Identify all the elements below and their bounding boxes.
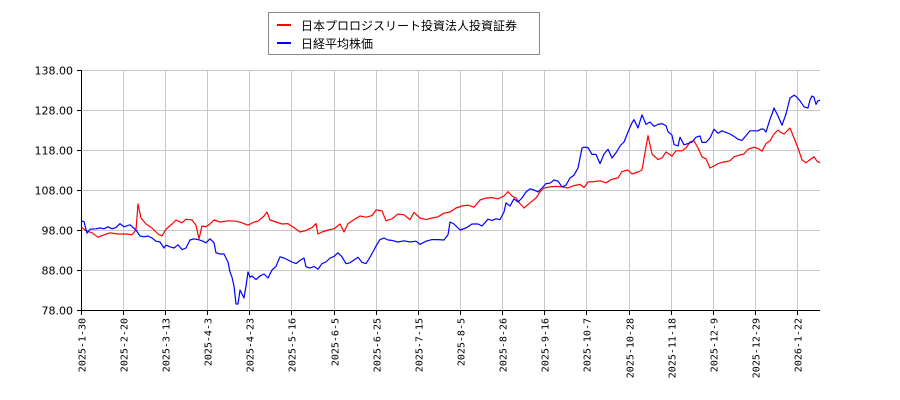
x-tick-label: 2025-8-26 xyxy=(499,318,510,372)
red-line-swatch-icon xyxy=(277,24,291,26)
series-lines xyxy=(80,94,821,305)
x-tick-label: 2025-10-28 xyxy=(626,318,637,378)
y-tick-label: 88.00 xyxy=(42,265,74,278)
legend: 日本プロロジスリート投資法人投資証券 日経平均株価 xyxy=(268,12,540,55)
x-tick-label: 2025-3-13 xyxy=(162,318,173,372)
y-tick-label: 118.00 xyxy=(35,145,74,158)
y-tick-label: 108.00 xyxy=(35,185,74,198)
y-tick-label: 78.00 xyxy=(42,305,74,318)
y-tick-label: 138.00 xyxy=(35,65,74,78)
x-tick-label: 2026-1-22 xyxy=(794,318,805,372)
x-tick-label: 2025-7-15 xyxy=(415,318,426,372)
x-tick-label: 2025-12-29 xyxy=(752,318,763,378)
y-tick-label: 98.00 xyxy=(42,225,74,238)
x-tick-label: 2025-9-16 xyxy=(541,318,552,372)
x-tick-label: 2025-4-23 xyxy=(246,318,257,372)
x-tick-label: 2025-5-16 xyxy=(288,318,299,372)
x-tick-label: 2025-12-9 xyxy=(710,318,721,372)
legend-item-reit: 日本プロロジスリート投資法人投資証券 xyxy=(277,16,517,34)
blue-line-swatch-icon xyxy=(277,42,291,44)
grid-lines xyxy=(81,70,820,310)
y-axis: 138.00 128.00 118.00 108.00 98.00 88.00 78.00 xyxy=(35,65,82,318)
x-tick-label: 2025-6-25 xyxy=(373,318,384,372)
series-line xyxy=(80,94,821,305)
x-tick-label: 2025-6-5 xyxy=(331,318,342,366)
legend-label: 日本プロロジスリート投資法人投資証券 xyxy=(301,18,518,33)
series-line xyxy=(80,127,821,240)
x-tick-label: 2025-11-18 xyxy=(668,318,679,378)
x-tick-label: 2025-10-7 xyxy=(583,318,594,372)
legend-item-nikkei: 日経平均株価 xyxy=(277,34,373,52)
x-tick-label: 2025-4-3 xyxy=(204,318,215,366)
x-axis: 2025-1-30 2025-2-20 2025-3-13 2025-4-3 2025-… xyxy=(78,310,820,378)
x-tick-label: 2025-2-20 xyxy=(120,318,131,372)
legend-label: 日経平均株価 xyxy=(301,36,374,51)
x-tick-label: 2025-1-30 xyxy=(78,318,89,372)
x-tick-label: 2025-8-5 xyxy=(457,318,468,366)
y-tick-label: 128.00 xyxy=(35,105,74,118)
